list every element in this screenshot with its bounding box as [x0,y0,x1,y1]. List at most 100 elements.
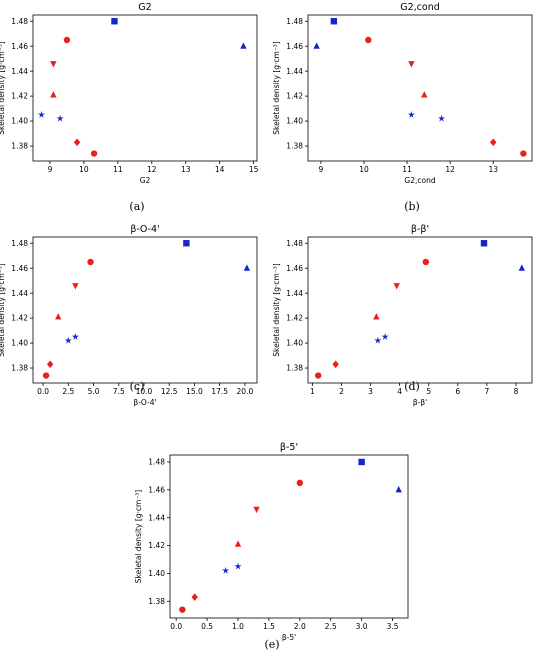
x-tick-label: 2.5 [325,622,337,631]
data-point-circle [520,150,527,157]
data-point-circle [42,372,50,379]
data-point-triangle-up [234,540,242,547]
x-tick-label: 6 [455,387,460,396]
y-tick-label: 1.42 [286,92,303,101]
y-axis-label: Skeletal density [g·cm⁻³] [134,490,143,584]
x-tick-label: 1 [310,387,315,396]
y-tick-label: 1.38 [148,597,165,606]
data-points [42,240,251,379]
y-tick-label: 1.44 [11,289,28,298]
data-point-square [480,240,488,247]
data-point-triangle-up [55,313,62,320]
data-point-triangle-up [373,313,380,320]
chart-title: G2,cond [400,2,440,13]
y-axis-label: Skeletal density [g·cm⁻³] [272,41,281,135]
x-tick-label: 0.0 [37,387,49,396]
y-tick-label: 1.48 [286,239,303,248]
y-tick-label: 1.48 [148,458,165,467]
data-points [37,18,247,157]
x-tick-label: 3.0 [356,622,368,631]
subfig-label-e: (e) [264,638,280,651]
x-tick-label: 2 [339,387,344,396]
data-point-circle [365,36,372,44]
x-tick-label: 5.0 [88,387,100,396]
data-point-star [437,114,446,122]
subfig-label-d: (d) [404,380,420,393]
data-point-circle [314,372,322,379]
data-point-star [234,562,242,570]
x-tick-label: 7.5 [113,387,125,396]
x-tick-label: 20.0 [237,387,254,396]
y-axis-label: Skeletal density [g·cm⁻³] [0,263,6,357]
plot-frame [307,236,533,384]
x-tick-label: 10.0 [136,387,153,396]
x-tick-label: 1.5 [263,622,275,631]
y-tick-label: 1.42 [286,314,303,323]
x-tick-label: 17.5 [211,387,228,396]
x-axis-label: β-5' [282,633,296,642]
subfig-label-b: (b) [404,200,420,213]
data-point-triangle-down [253,506,260,514]
chart-b: G2,cond 9 10 11 12 13 1.38 1.40 1.42 1.44 1.46 1.48… [272,2,533,185]
chart-title: β-β' [411,224,429,235]
chart-a: G2 9 10 11 12 13 14 15 1.38 1.40 1.42 1.44 1.46 1.48 G… [0,2,259,185]
data-point-star [64,336,72,344]
data-point-circle [90,150,98,157]
data-point-triangle-down [408,61,415,68]
data-point-square [183,240,190,247]
plot-frame [32,14,258,162]
data-point-diamond [73,138,81,147]
y-tick-label: 1.42 [11,92,28,101]
data-point-triangle-up [243,264,251,271]
x-tick-label: 13 [181,165,191,174]
chart-title: β-O-4' [130,224,159,235]
plot-frame [169,454,409,619]
data-point-star [374,336,382,344]
subfig-label-a: (a) [129,200,145,213]
x-tick-label: 1.0 [232,622,244,631]
y-tick-label: 1.38 [11,142,28,151]
y-tick-label: 1.44 [286,289,303,298]
x-tick-label: 12 [445,165,455,174]
data-point-circle [179,606,186,613]
data-point-star [71,333,79,340]
data-point-circle [422,258,430,266]
x-tick-label: 7 [485,387,490,396]
x-tick-label: 12 [147,165,157,174]
data-point-circle [296,479,304,487]
data-point-triangle-down [50,61,57,68]
y-tick-label: 1.46 [286,42,303,51]
x-tick-label: 15 [249,165,259,174]
y-tick-label: 1.48 [11,239,28,248]
x-tick-label: 15.0 [186,387,203,396]
y-tick-label: 1.40 [148,569,165,578]
panel-d: β-β' 1 2 3 4 5 6 7 8 1.38 1.40 1.42 1.44 1.46 1.48 β-β'… [272,222,550,422]
plot-frame [307,14,533,162]
x-tick-label: 2.5 [62,387,74,396]
data-point-diamond [490,138,497,147]
x-tick-label: 3 [368,387,373,396]
data-point-triangle-down [393,283,400,290]
y-tick-label: 1.46 [148,485,165,494]
panel-b: G2,cond 9 10 11 12 13 1.38 1.40 1.42 1.44 1.46 1.48… [272,0,550,213]
x-tick-label: 11 [113,165,123,174]
data-point-triangle-up [421,91,428,98]
y-tick-label: 1.46 [11,264,28,273]
y-tick-label: 1.40 [286,117,303,126]
x-tick-label: 0.5 [201,622,213,631]
x-tick-label: 12.5 [161,387,178,396]
data-point-star [407,111,415,118]
y-tick-label: 1.44 [148,513,165,522]
y-axis-label: Skeletal density [g·cm⁻³] [0,41,6,135]
y-tick-label: 1.42 [11,314,28,323]
x-tick-label: 13 [488,165,498,174]
data-point-star [222,566,230,574]
y-axis-label: Skeletal density [g·cm⁻³] [272,263,281,357]
data-point-star [37,111,46,118]
x-tick-label: 10 [359,165,369,174]
data-point-circle [63,36,71,44]
panel-a: G2 9 10 11 12 13 14 15 1.38 1.40 1.42 1.44 1.46 1.48 G… [0,0,275,213]
panel-c: β-O-4' 0.0 2.5 5.0 7.5 10.0 12.5 15.0 17.5 20.0 1.… [0,222,275,422]
data-point-triangle-up [50,91,57,98]
x-axis-label: G2,cond [404,176,435,185]
